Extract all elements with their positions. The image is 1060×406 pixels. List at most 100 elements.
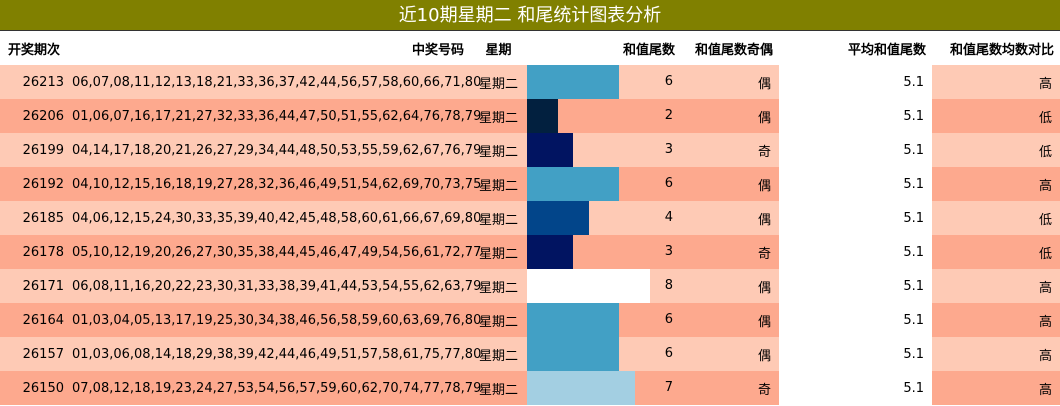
table-row: 26192 04,10,12,15,16,18,19,27,28,32,36,46… <box>0 167 1060 201</box>
weekday-cell: 星期二 <box>470 65 527 99</box>
tail-sum-cell: 6 <box>527 337 681 371</box>
tail-sum-value: 7 <box>664 380 673 395</box>
tail-sum-value: 3 <box>664 244 673 259</box>
parity-cell: 奇 <box>681 371 779 405</box>
header-numbers[interactable]: 中奖号码 <box>72 31 470 65</box>
avg-tail-cell: 5.1 <box>779 337 932 371</box>
issue-cell: 26199 <box>0 133 72 167</box>
compare-cell: 低 <box>932 133 1060 167</box>
tail-sum-cell: 8 <box>527 269 681 303</box>
header-tail-sum[interactable]: 和值尾数 <box>527 31 681 65</box>
parity-cell: 偶 <box>681 337 779 371</box>
tail-sum-value: 8 <box>664 278 673 293</box>
compare-cell: 低 <box>932 201 1060 235</box>
weekday-cell: 星期二 <box>470 371 527 405</box>
parity-cell: 偶 <box>681 99 779 133</box>
compare-cell: 高 <box>932 337 1060 371</box>
numbers-cell: 04,10,12,15,16,18,19,27,28,32,36,46,49,5… <box>72 167 481 201</box>
tail-sum-bar <box>527 371 635 405</box>
tail-sum-cell: 6 <box>527 303 681 337</box>
tail-sum-bar <box>527 65 619 99</box>
header-parity[interactable]: 和值尾数奇偶 <box>681 31 779 65</box>
tail-sum-value: 2 <box>664 108 673 123</box>
numbers-cell: 04,14,17,18,20,21,26,27,29,34,44,48,50,5… <box>72 133 481 167</box>
avg-tail-cell: 5.1 <box>779 201 932 235</box>
issue-cell: 26150 <box>0 371 72 405</box>
tail-sum-bar <box>527 201 589 235</box>
compare-cell: 低 <box>932 99 1060 133</box>
tail-sum-cell: 2 <box>527 99 681 133</box>
numbers-cell: 05,10,12,19,20,26,27,30,35,38,44,45,46,4… <box>72 235 481 269</box>
table-row: 26178 05,10,12,19,20,26,27,30,35,38,44,45… <box>0 235 1060 269</box>
avg-tail-cell: 5.1 <box>779 167 932 201</box>
parity-cell: 偶 <box>681 65 779 99</box>
tail-sum-cell: 6 <box>527 167 681 201</box>
tail-sum-cell: 3 <box>527 235 681 269</box>
parity-cell: 偶 <box>681 269 779 303</box>
table-row: 26199 04,14,17,18,20,21,26,27,29,34,44,48… <box>0 133 1060 167</box>
header-avg-tail[interactable]: 平均和值尾数 <box>779 31 932 65</box>
weekday-cell: 星期二 <box>470 269 527 303</box>
tail-sum-bar <box>527 235 573 269</box>
tail-sum-value: 6 <box>664 176 673 191</box>
table-row: 26185 04,06,12,15,24,30,33,35,39,40,42,45… <box>0 201 1060 235</box>
tail-sum-bar <box>527 303 619 337</box>
numbers-cell: 01,03,06,08,14,18,29,38,39,42,44,46,49,5… <box>72 337 481 371</box>
tail-sum-bar <box>527 99 558 133</box>
issue-cell: 26206 <box>0 99 72 133</box>
compare-cell: 高 <box>932 65 1060 99</box>
tail-sum-bar <box>527 337 619 371</box>
compare-cell: 高 <box>932 303 1060 337</box>
issue-cell: 26213 <box>0 65 72 99</box>
avg-tail-cell: 5.1 <box>779 235 932 269</box>
compare-cell: 低 <box>932 235 1060 269</box>
weekday-cell: 星期二 <box>470 337 527 371</box>
table-header-row: 开奖期次 中奖号码 星期 和值尾数 和值尾数奇偶 平均和值尾数 和值尾数均数对比 <box>0 31 1060 65</box>
avg-tail-cell: 5.1 <box>779 371 932 405</box>
header-compare[interactable]: 和值尾数均数对比 <box>932 31 1060 65</box>
avg-tail-cell: 5.1 <box>779 133 932 167</box>
tail-sum-value: 6 <box>664 346 673 361</box>
tail-sum-value: 3 <box>664 142 673 157</box>
numbers-cell: 06,08,11,16,20,22,23,30,31,33,38,39,41,4… <box>72 269 481 303</box>
tail-sum-value: 6 <box>664 312 673 327</box>
avg-tail-cell: 5.1 <box>779 99 932 133</box>
tail-sum-bar <box>527 269 650 303</box>
tail-sum-bar <box>527 133 573 167</box>
table-row: 26171 06,08,11,16,20,22,23,30,31,33,38,39… <box>0 269 1060 303</box>
table-row: 26206 01,06,07,16,17,21,27,32,33,36,44,47… <box>0 99 1060 133</box>
avg-tail-cell: 5.1 <box>779 269 932 303</box>
compare-cell: 高 <box>932 167 1060 201</box>
tail-sum-value: 6 <box>664 74 673 89</box>
issue-cell: 26178 <box>0 235 72 269</box>
table-row: 26150 07,08,12,18,19,23,24,27,53,54,56,57… <box>0 371 1060 405</box>
header-issue[interactable]: 开奖期次 <box>0 31 72 65</box>
page-title: 近10期星期二 和尾统计图表分析 <box>0 0 1060 31</box>
numbers-cell: 01,03,04,05,13,17,19,25,30,34,38,46,56,5… <box>72 303 481 337</box>
parity-cell: 偶 <box>681 303 779 337</box>
tail-sum-cell: 6 <box>527 65 681 99</box>
compare-cell: 高 <box>932 371 1060 405</box>
table-row: 26157 01,03,06,08,14,18,29,38,39,42,44,46… <box>0 337 1060 371</box>
numbers-cell: 01,06,07,16,17,21,27,32,33,36,44,47,50,5… <box>72 99 481 133</box>
issue-cell: 26192 <box>0 167 72 201</box>
tail-sum-bar <box>527 167 619 201</box>
tail-sum-value: 4 <box>664 210 673 225</box>
weekday-cell: 星期二 <box>470 303 527 337</box>
numbers-cell: 04,06,12,15,24,30,33,35,39,40,42,45,48,5… <box>72 201 481 235</box>
table-row: 26164 01,03,04,05,13,17,19,25,30,34,38,46… <box>0 303 1060 337</box>
weekday-cell: 星期二 <box>470 133 527 167</box>
tail-sum-cell: 7 <box>527 371 681 405</box>
numbers-cell: 07,08,12,18,19,23,24,27,53,54,56,57,59,6… <box>72 371 481 405</box>
weekday-cell: 星期二 <box>470 201 527 235</box>
weekday-cell: 星期二 <box>470 167 527 201</box>
tail-sum-table: 开奖期次 中奖号码 星期 和值尾数 和值尾数奇偶 平均和值尾数 和值尾数均数对比… <box>0 31 1060 405</box>
table-row: 26213 06,07,08,11,12,13,18,21,33,36,37,42… <box>0 65 1060 99</box>
header-weekday[interactable]: 星期 <box>470 31 527 65</box>
issue-cell: 26157 <box>0 337 72 371</box>
parity-cell: 奇 <box>681 133 779 167</box>
issue-cell: 26185 <box>0 201 72 235</box>
avg-tail-cell: 5.1 <box>779 303 932 337</box>
numbers-cell: 06,07,08,11,12,13,18,21,33,36,37,42,44,5… <box>72 65 481 99</box>
weekday-cell: 星期二 <box>470 235 527 269</box>
